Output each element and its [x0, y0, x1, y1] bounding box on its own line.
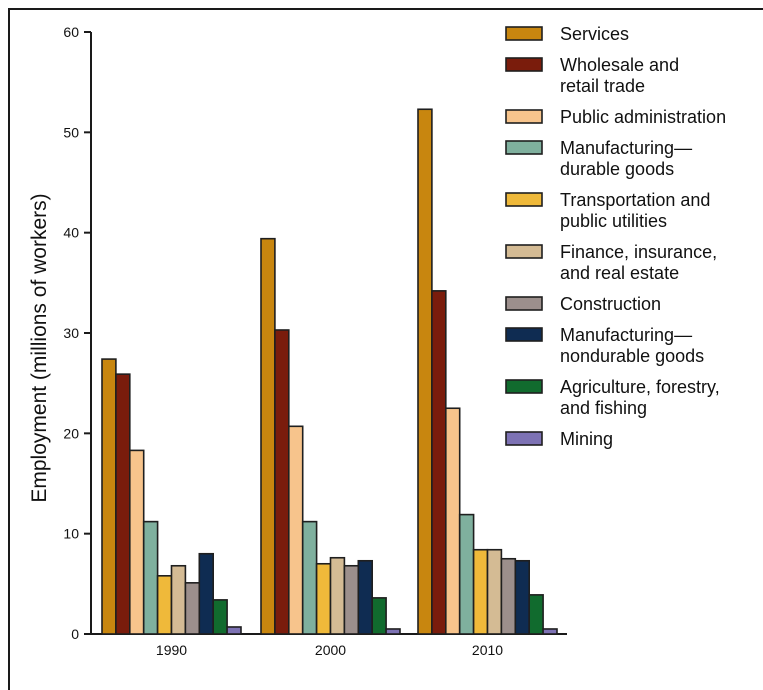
- bar-2010-series-1: [431, 290, 447, 635]
- legend-swatch-2: [505, 109, 543, 124]
- bar-2010-series-4: [472, 548, 489, 635]
- legend-label-7: Manufacturing—: [560, 325, 692, 345]
- bar-1990-series-3: [142, 520, 159, 635]
- x-tick-label-2000: 2000: [315, 642, 346, 658]
- bar-2000-series-0: [260, 237, 276, 635]
- y-tick-label: 20: [63, 425, 79, 441]
- legend-swatch-1: [505, 57, 543, 72]
- legend-label-6: Construction: [560, 294, 661, 314]
- legend-label-8: Agriculture, forestry,: [560, 377, 720, 397]
- x-tick-label-1990: 1990: [156, 642, 187, 658]
- legend-label-4: Transportation and: [560, 190, 710, 210]
- y-tick-label: 50: [63, 124, 79, 140]
- legend-swatch-4: [505, 192, 543, 207]
- legend-swatch-3: [505, 140, 543, 155]
- legend-label-9: Mining: [560, 429, 613, 449]
- legend-label-7: nondurable goods: [560, 346, 704, 366]
- y-tick-label: 30: [63, 325, 79, 341]
- bar-2000-series-9: [385, 628, 401, 635]
- legend-label-1: Wholesale and: [560, 55, 679, 75]
- legend-label-5: and real estate: [560, 263, 679, 283]
- bar-2010-series-6: [500, 557, 517, 635]
- y-tick-label: 10: [63, 526, 79, 542]
- legend-label-0: Services: [560, 24, 629, 44]
- bar-2000-series-4: [315, 562, 332, 635]
- bar-1990-series-7: [198, 552, 215, 635]
- legend-label-3: durable goods: [560, 159, 674, 179]
- legend-swatch-9: [505, 431, 543, 446]
- bar-2010-series-3: [458, 513, 475, 635]
- bar-1990-series-6: [184, 582, 201, 635]
- legend-swatch-7: [505, 327, 543, 342]
- bar-2000-series-5: [329, 556, 346, 635]
- y-tick-label: 0: [71, 626, 79, 642]
- bar-2010-series-9: [542, 628, 558, 635]
- legend-label-3: Manufacturing—: [560, 138, 692, 158]
- legend-label-4: public utilities: [560, 211, 667, 231]
- bar-1990-series-0: [101, 358, 117, 635]
- y-tick-label: 60: [63, 24, 79, 40]
- bar-2000-series-2: [287, 425, 304, 635]
- bar-1990-series-2: [129, 449, 145, 635]
- legend-swatch-6: [505, 296, 543, 311]
- bar-2010-series-0: [417, 108, 433, 635]
- legend-label-2: Public administration: [560, 107, 726, 127]
- bar-2000-series-7: [357, 559, 373, 635]
- figure-frame: [8, 8, 763, 690]
- bar-chart: 0 10 20 30 40 50 60 1990 2000 2010 Services Whole…: [28, 24, 726, 658]
- legend-label-1: retail trade: [560, 76, 645, 96]
- y-tick-label: 40: [63, 225, 79, 241]
- legend-swatch-0: [505, 26, 543, 41]
- x-tick-label-2010: 2010: [472, 642, 503, 658]
- legend-label-8: and fishing: [560, 398, 647, 418]
- x-tick-labels: 1990 2000 2010: [156, 642, 503, 658]
- bar-1990-series-1: [115, 373, 131, 635]
- y-axis-title: Employment (millions of workers): [28, 193, 51, 502]
- bar-1990-series-4: [156, 575, 173, 635]
- legend-swatch-5: [505, 244, 543, 259]
- bar-1990-series-5: [170, 564, 187, 635]
- bar-1990-series-9: [226, 626, 242, 635]
- bar-2000-series-6: [343, 564, 360, 635]
- bar-2010-series-7: [514, 559, 530, 635]
- bar-2010-series-5: [486, 548, 503, 635]
- legend-label-5: Finance, insurance,: [560, 242, 717, 262]
- bar-2010-series-2: [444, 407, 461, 635]
- bar-1990-series-8: [212, 599, 228, 635]
- legend-swatch-8: [505, 379, 543, 394]
- bar-2010-series-8: [528, 594, 544, 635]
- bar-2000-series-1: [274, 329, 290, 635]
- bar-2000-series-8: [371, 597, 387, 635]
- chart-bars: [101, 108, 558, 635]
- bar-2000-series-3: [301, 520, 318, 635]
